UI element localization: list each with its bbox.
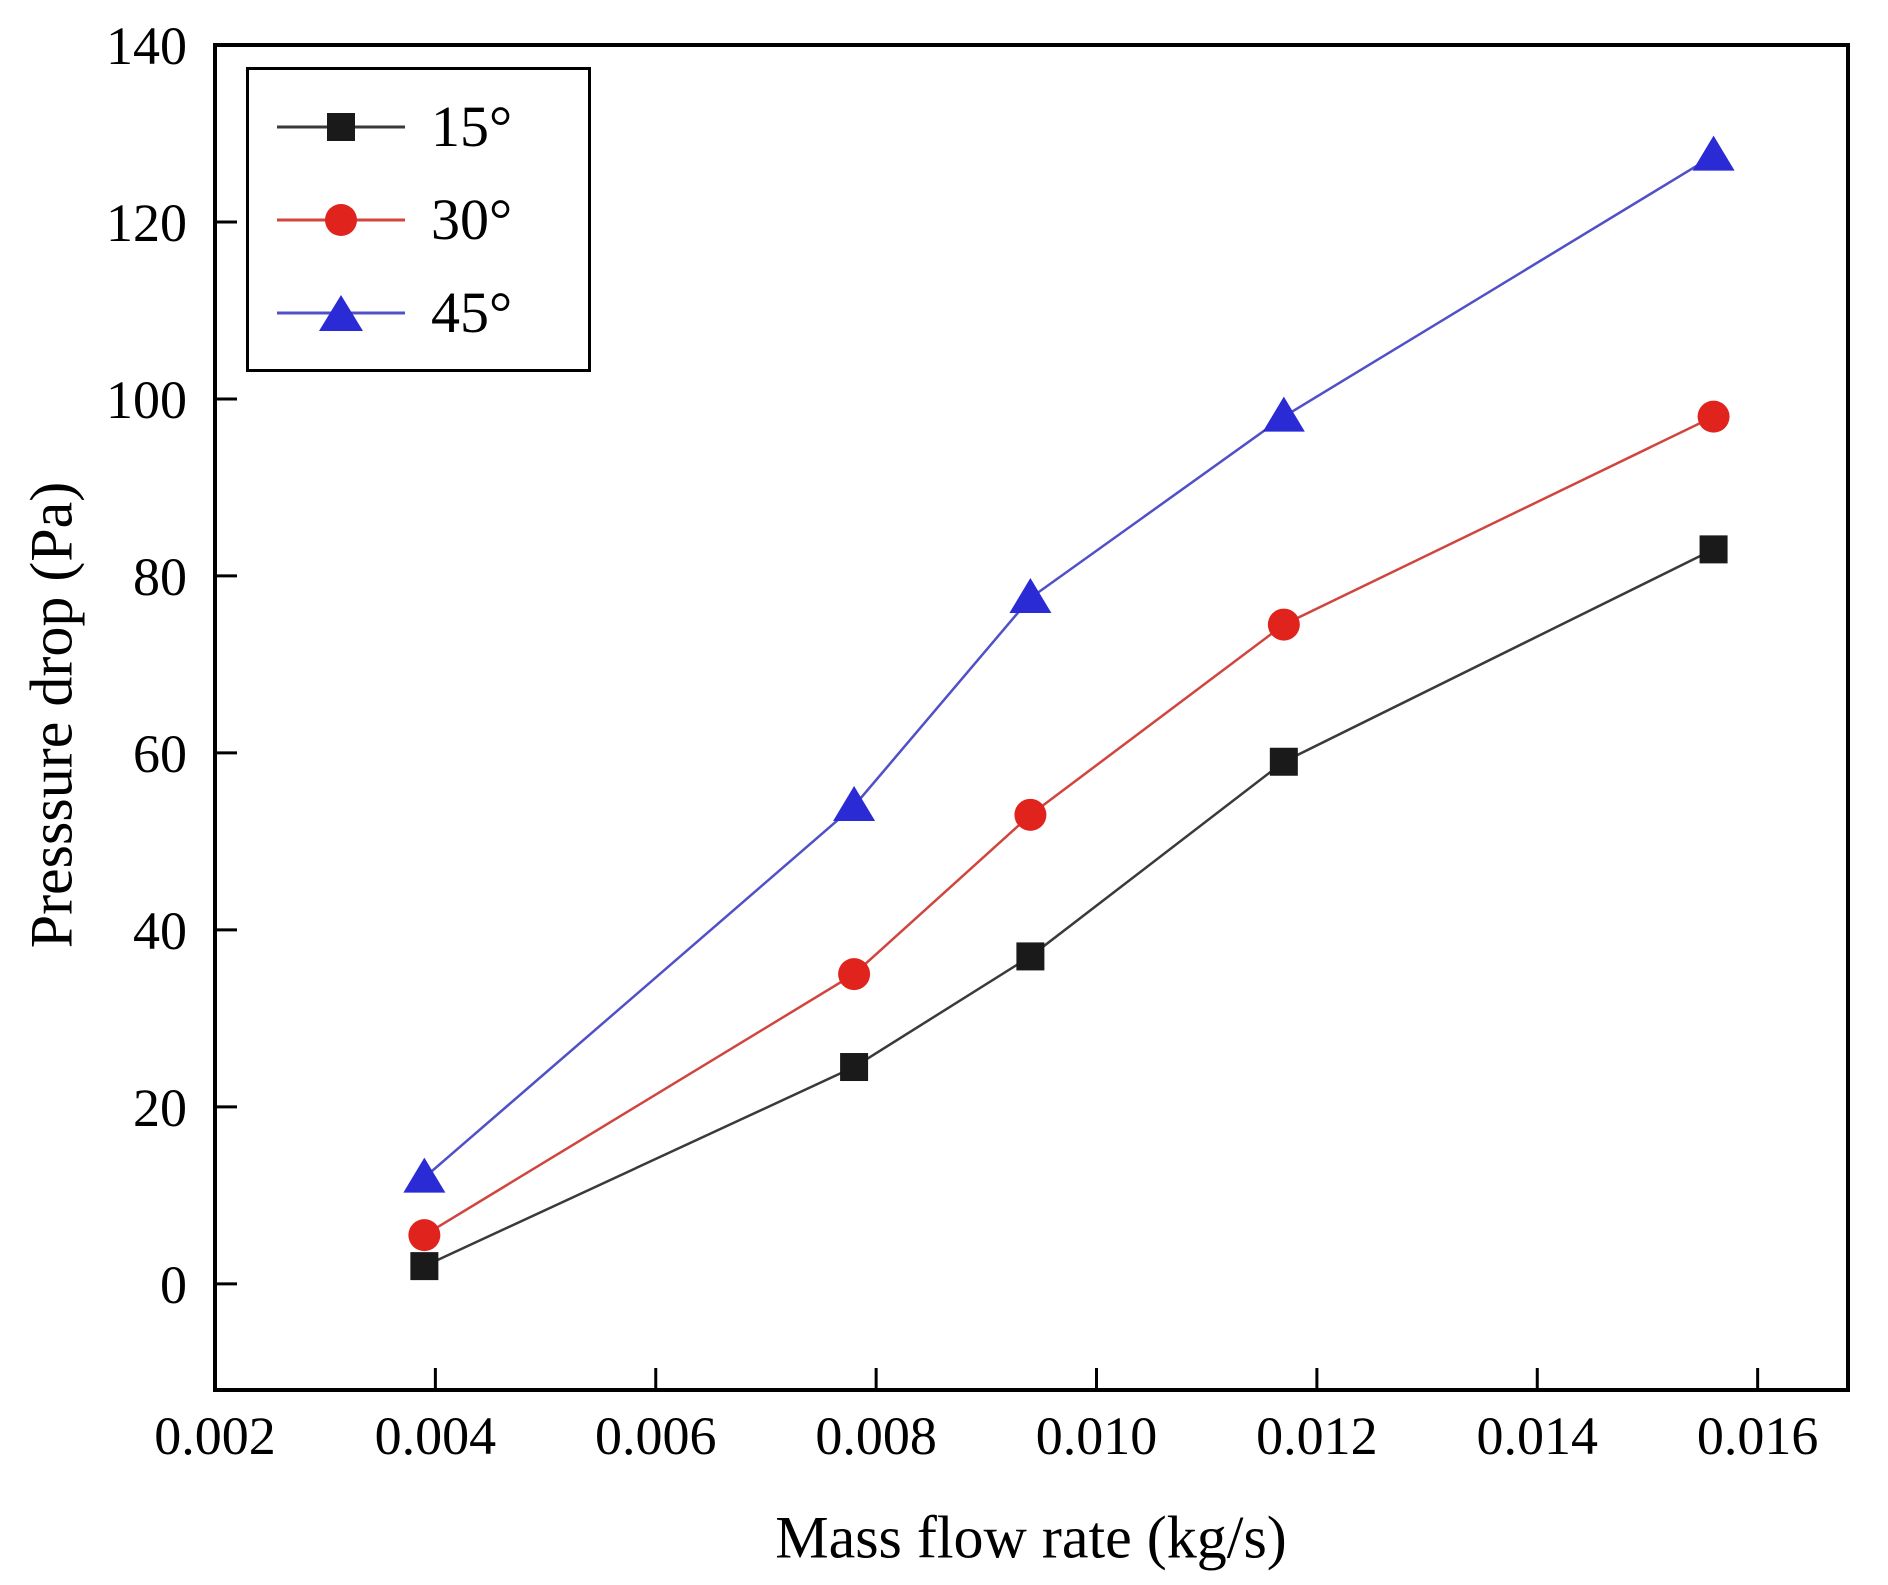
data-point-square xyxy=(840,1053,869,1082)
legend-label-45deg: 45° xyxy=(431,279,513,345)
legend-item-45deg: 45° xyxy=(277,279,588,345)
data-point-circle xyxy=(838,958,871,991)
triangle-icon xyxy=(319,294,363,331)
data-point-triangle xyxy=(833,785,876,821)
x-tick-label: 0.004 xyxy=(375,1406,497,1466)
y-tick-label: 80 xyxy=(133,547,187,607)
y-tick-label: 40 xyxy=(133,901,187,961)
circle-icon xyxy=(325,203,357,236)
legend-triangle-marker-icon xyxy=(277,291,405,335)
legend-item-15deg: 15° xyxy=(277,93,588,159)
series-line-0 xyxy=(423,548,1715,1268)
x-tick-label: 0.006 xyxy=(595,1406,717,1466)
x-tick-label: 0.014 xyxy=(1477,1406,1599,1466)
series-line-2 xyxy=(423,154,1715,1179)
legend-label-30deg: 30° xyxy=(431,186,513,252)
legend-label-15deg: 15° xyxy=(431,93,513,159)
data-point-square xyxy=(1016,942,1045,971)
series-line-1 xyxy=(423,415,1715,1237)
x-tick-label: 0.010 xyxy=(1036,1406,1158,1466)
data-point-square xyxy=(1269,747,1298,776)
y-tick-label: 0 xyxy=(160,1255,187,1315)
data-point-square xyxy=(410,1252,439,1281)
y-tick-label: 120 xyxy=(106,193,187,253)
x-tick-label: 0.002 xyxy=(154,1406,276,1466)
data-point-triangle xyxy=(1009,578,1052,614)
data-point-circle xyxy=(1267,608,1300,641)
x-tick-label: 0.008 xyxy=(815,1406,937,1466)
legend-square-marker-icon xyxy=(277,105,405,149)
y-tick-label: 100 xyxy=(106,370,187,430)
x-tick-label: 0.012 xyxy=(1256,1406,1378,1466)
y-tick-label: 20 xyxy=(133,1078,187,1138)
square-icon xyxy=(327,112,355,141)
data-point-triangle xyxy=(403,1157,446,1193)
y-axis-label: Presssure drop (Pa) xyxy=(18,481,85,949)
data-point-triangle xyxy=(1262,396,1305,432)
x-tick-label: 0.016 xyxy=(1697,1406,1819,1466)
data-point-circle xyxy=(1014,798,1047,831)
legend: 15° 30° 45° xyxy=(246,67,591,372)
y-tick-label: 140 xyxy=(106,16,187,76)
plot-frame xyxy=(213,43,1850,1392)
y-tick-label: 60 xyxy=(133,724,187,784)
x-axis-label: Mass flow rate (kg/s) xyxy=(775,1504,1287,1571)
legend-circle-marker-icon xyxy=(277,198,405,242)
data-point-circle xyxy=(408,1219,441,1252)
data-point-triangle xyxy=(1692,135,1735,171)
data-point-circle xyxy=(1697,400,1730,433)
legend-item-30deg: 30° xyxy=(277,186,588,252)
data-point-square xyxy=(1699,535,1728,564)
